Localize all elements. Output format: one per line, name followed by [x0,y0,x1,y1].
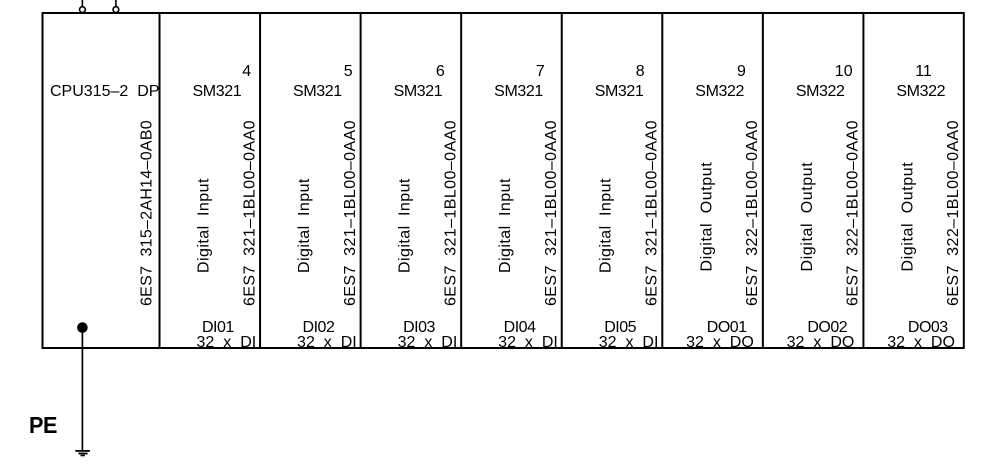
svg-text:DI04: DI04 [504,319,536,336]
svg-text:4: 4 [242,63,251,80]
svg-text:32 x DO: 32 x DO [787,334,855,351]
svg-text:Digital Output: Digital Output [698,162,715,272]
svg-text:6ES7 321–1BL00–0AA0: 6ES7 321–1BL00–0AA0 [644,120,661,306]
svg-text:DI01: DI01 [202,319,234,336]
svg-text:DO01: DO01 [707,319,747,336]
svg-text:SM321: SM321 [494,83,543,100]
svg-text:32 x DI: 32 x DI [599,334,659,351]
svg-text:6: 6 [436,63,445,80]
svg-text:SM322: SM322 [695,83,744,100]
svg-text:SM322: SM322 [896,83,945,100]
svg-text:Digital Input: Digital Input [497,178,514,273]
svg-text:Digital Output: Digital Output [799,162,816,272]
svg-text:6ES7 321–1BL00–0AA0: 6ES7 321–1BL00–0AA0 [543,120,560,306]
svg-text:DO02: DO02 [807,319,847,336]
svg-text:10: 10 [835,63,853,80]
svg-text:7: 7 [536,63,545,80]
svg-text:SM321: SM321 [293,83,342,100]
svg-text:DI03: DI03 [403,319,435,336]
svg-text:6ES7 321–1BL00–0AA0: 6ES7 321–1BL00–0AA0 [241,120,258,306]
svg-text:8: 8 [636,63,645,80]
svg-text:Digital Input: Digital Input [196,178,213,273]
svg-text:SM322: SM322 [796,83,845,100]
svg-text:CPU315–2 DP: CPU315–2 DP [50,83,159,100]
svg-text:6ES7 315–2AH14–0AB0: 6ES7 315–2AH14–0AB0 [138,120,155,306]
svg-text:9: 9 [737,63,746,80]
svg-text:5: 5 [344,63,353,80]
svg-text:DI05: DI05 [604,319,636,336]
svg-text:32 x DI: 32 x DI [197,334,257,351]
svg-text:6ES7 321–1BL00–0AA0: 6ES7 321–1BL00–0AA0 [342,120,359,306]
svg-text:DO03: DO03 [908,319,948,336]
svg-text:6ES7 322–1BL00–0AA0: 6ES7 322–1BL00–0AA0 [945,120,962,306]
svg-text:Digital Output: Digital Output [899,162,916,272]
svg-text:6ES7 322–1BL00–0AA0: 6ES7 322–1BL00–0AA0 [845,120,862,306]
svg-text:Digital Input: Digital Input [296,178,313,273]
svg-text:6ES7 322–1BL00–0AA0: 6ES7 322–1BL00–0AA0 [744,120,761,306]
svg-text:Digital Input: Digital Input [397,178,414,273]
svg-text:DI02: DI02 [303,319,335,336]
svg-text:SM321: SM321 [394,83,443,100]
svg-text:Digital Input: Digital Input [598,178,615,273]
svg-text:32 x DO: 32 x DO [887,334,955,351]
svg-text:6ES7 321–1BL00–0AA0: 6ES7 321–1BL00–0AA0 [442,120,459,306]
svg-text:32 x DI: 32 x DI [498,334,558,351]
svg-text:32 x DI: 32 x DI [297,334,357,351]
svg-text:32 x DI: 32 x DI [398,334,458,351]
svg-text:11: 11 [915,63,932,80]
svg-text:32 x DO: 32 x DO [686,334,754,351]
svg-text:SM321: SM321 [595,83,644,100]
svg-text:SM321: SM321 [193,83,242,100]
